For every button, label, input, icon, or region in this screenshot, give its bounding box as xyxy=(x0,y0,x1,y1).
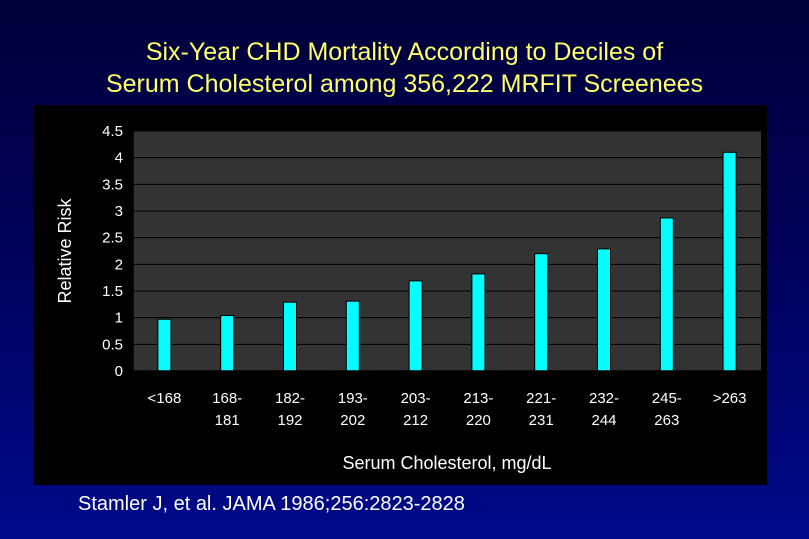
x-category-label-line: 193- xyxy=(338,390,368,407)
x-category-label-line: 245- xyxy=(652,390,682,407)
title-line-2: Serum Cholesterol among 356,222 MRFIT Sc… xyxy=(105,70,704,98)
x-category-label-line: 203- xyxy=(401,390,431,407)
bar xyxy=(157,318,172,372)
gridlines xyxy=(133,130,761,345)
bar xyxy=(722,151,737,372)
x-category-label-line: 244 xyxy=(591,412,616,429)
x-category-label: 193- 202 xyxy=(338,390,368,429)
chart-panel: 0 0.5 1 1.5 2 2.5 3 3.5 4 4.5 <168 168-181 182-192 1… xyxy=(34,105,767,485)
bar xyxy=(534,253,549,372)
y-tick-label: 4.5 xyxy=(102,123,123,140)
x-category-label-line: 263 xyxy=(654,412,679,429)
bar xyxy=(659,217,674,372)
x-category-label-line: 231 xyxy=(529,412,554,429)
bar xyxy=(283,301,297,372)
citation: Stamler J, et al. JAMA 1986;256:2823-282… xyxy=(78,493,465,515)
x-category-label-line: 192 xyxy=(277,412,302,429)
y-tick-label: 0.5 xyxy=(102,336,123,353)
bar xyxy=(408,280,423,372)
x-category-label: 168- 181 xyxy=(212,390,242,429)
x-category-label-line: 232- xyxy=(589,390,619,407)
slide-title: Six-Year CHD Mortality According to Deci… xyxy=(0,36,809,100)
bar xyxy=(220,315,235,372)
y-tick-label: 2 xyxy=(115,256,123,273)
x-category-label: <168 xyxy=(148,390,182,407)
y-tick-label: 2.5 xyxy=(102,230,123,247)
x-category-label: 221- 231 xyxy=(526,390,556,429)
x-category-label-line: 220 xyxy=(466,412,491,429)
y-tick-label: 3 xyxy=(115,203,123,220)
x-axis-title: Serum Cholesterol, mg/dL xyxy=(342,453,551,473)
x-category-label: 245- 263 xyxy=(652,390,682,429)
y-tick-label: 1 xyxy=(115,310,123,327)
x-category-label: 182- 192 xyxy=(275,390,305,429)
y-tick-label: 1.5 xyxy=(102,283,123,300)
bar-chart: 00.511.522.533.544.5 <168 168-181182-1921… xyxy=(55,123,761,473)
y-tick-labels: 0 0.5 1 1.5 2 2.5 3 3.5 4 4.5 xyxy=(102,123,123,380)
y-tick-label: 4 xyxy=(115,150,123,167)
x-category-label-line: 182- xyxy=(275,390,305,407)
plot-area xyxy=(133,131,761,371)
x-category-label: >263 xyxy=(713,390,747,407)
bar xyxy=(597,248,611,372)
x-category-label: 213- 220 xyxy=(463,390,493,429)
x-category-label-line: 212 xyxy=(403,412,428,429)
x-category-label: 203- 212 xyxy=(401,390,431,429)
x-category-label-line: <168 xyxy=(148,390,182,407)
x-category-label-line: 221- xyxy=(526,390,556,407)
y-tick-label: 0 xyxy=(115,363,123,380)
bar xyxy=(345,300,360,372)
x-category-label: 232- 244 xyxy=(589,390,619,429)
title-line-1: Six-Year CHD Mortality According to Deci… xyxy=(145,38,664,66)
x-category-label-line: 181 xyxy=(215,412,240,429)
y-tick-label: 3.5 xyxy=(102,176,123,193)
bar xyxy=(471,273,486,372)
y-axis-title: Relative Risk xyxy=(55,197,75,303)
x-category-labels: <168 168-181182-192193-202203-212213-2202… xyxy=(148,390,747,429)
x-category-label-line: 213- xyxy=(463,390,493,407)
x-category-label-line: 168- xyxy=(212,390,242,407)
x-category-label-line: >263 xyxy=(713,390,747,407)
axes xyxy=(128,130,761,372)
x-category-label-line: 202 xyxy=(340,412,365,429)
